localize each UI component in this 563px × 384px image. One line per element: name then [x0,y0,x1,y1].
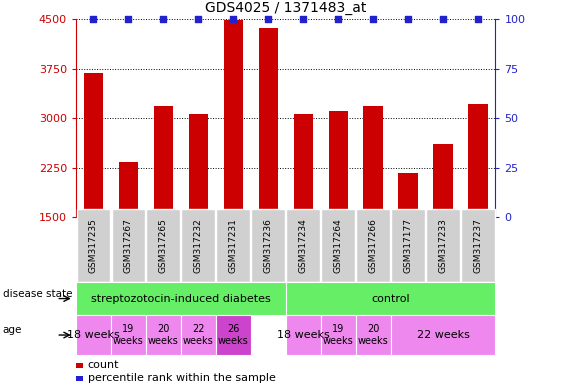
Bar [356,315,391,355]
Bar [216,209,250,282]
Text: GSM317237: GSM317237 [473,218,482,273]
Bar [251,209,285,282]
Point [334,16,343,22]
Bar [321,315,356,355]
Bar [216,315,251,355]
Bar [321,209,355,282]
Bar [364,106,383,217]
Point [404,16,413,22]
Bar [76,315,111,355]
Text: 22 weeks: 22 weeks [417,330,470,340]
Point [194,16,203,22]
Text: GSM317236: GSM317236 [263,218,272,273]
Text: 18 weeks: 18 weeks [277,330,329,340]
Text: GSM317233: GSM317233 [439,218,448,273]
Text: control: control [371,293,410,304]
Bar [111,315,146,355]
Text: GSM317264: GSM317264 [334,218,343,273]
Bar [76,282,286,315]
Text: GSM317234: GSM317234 [299,218,308,273]
Bar [224,20,243,217]
Bar [468,104,488,217]
Point [229,16,238,22]
Bar [154,106,173,217]
Bar [287,209,320,282]
Title: GDS4025 / 1371483_at: GDS4025 / 1371483_at [205,2,367,15]
Bar [146,209,180,282]
Bar [258,28,278,217]
Text: 22
weeks: 22 weeks [183,324,214,346]
Text: GSM317267: GSM317267 [124,218,133,273]
Bar [189,114,208,217]
Point [159,16,168,22]
Text: age: age [3,325,22,336]
Bar [399,174,418,217]
Bar [76,363,83,368]
Bar [181,209,215,282]
Text: percentile rank within the sample: percentile rank within the sample [88,373,276,383]
Bar [146,315,181,355]
Bar [119,162,138,217]
Text: disease state: disease state [3,289,72,299]
Bar [461,209,495,282]
Point [124,16,133,22]
Bar [111,209,145,282]
Text: GSM317265: GSM317265 [159,218,168,273]
Point [89,16,98,22]
Bar [356,209,390,282]
Point [473,16,482,22]
Bar [293,114,313,217]
Bar [286,315,321,355]
Text: streptozotocin-induced diabetes: streptozotocin-induced diabetes [91,293,271,304]
Text: GSM317231: GSM317231 [229,218,238,273]
Bar [77,209,110,282]
Bar [434,144,453,217]
Text: GSM317177: GSM317177 [404,218,413,273]
Text: GSM317235: GSM317235 [89,218,98,273]
Bar [286,282,495,315]
Bar [329,111,348,217]
Text: count: count [88,360,119,370]
Bar [76,376,83,381]
Bar [181,315,216,355]
Text: 20
weeks: 20 weeks [148,324,179,346]
Bar [84,73,103,217]
Text: 19
weeks: 19 weeks [323,324,354,346]
Point [263,16,272,22]
Point [439,16,448,22]
Text: 18 weeks: 18 weeks [67,330,120,340]
Text: GSM317232: GSM317232 [194,218,203,273]
Point [369,16,378,22]
Bar [391,315,495,355]
Text: GSM317266: GSM317266 [369,218,378,273]
Text: 20
weeks: 20 weeks [358,324,388,346]
Text: 26
weeks: 26 weeks [218,324,249,346]
Point [299,16,308,22]
Bar [391,209,425,282]
Text: 19
weeks: 19 weeks [113,324,144,346]
Bar [426,209,460,282]
